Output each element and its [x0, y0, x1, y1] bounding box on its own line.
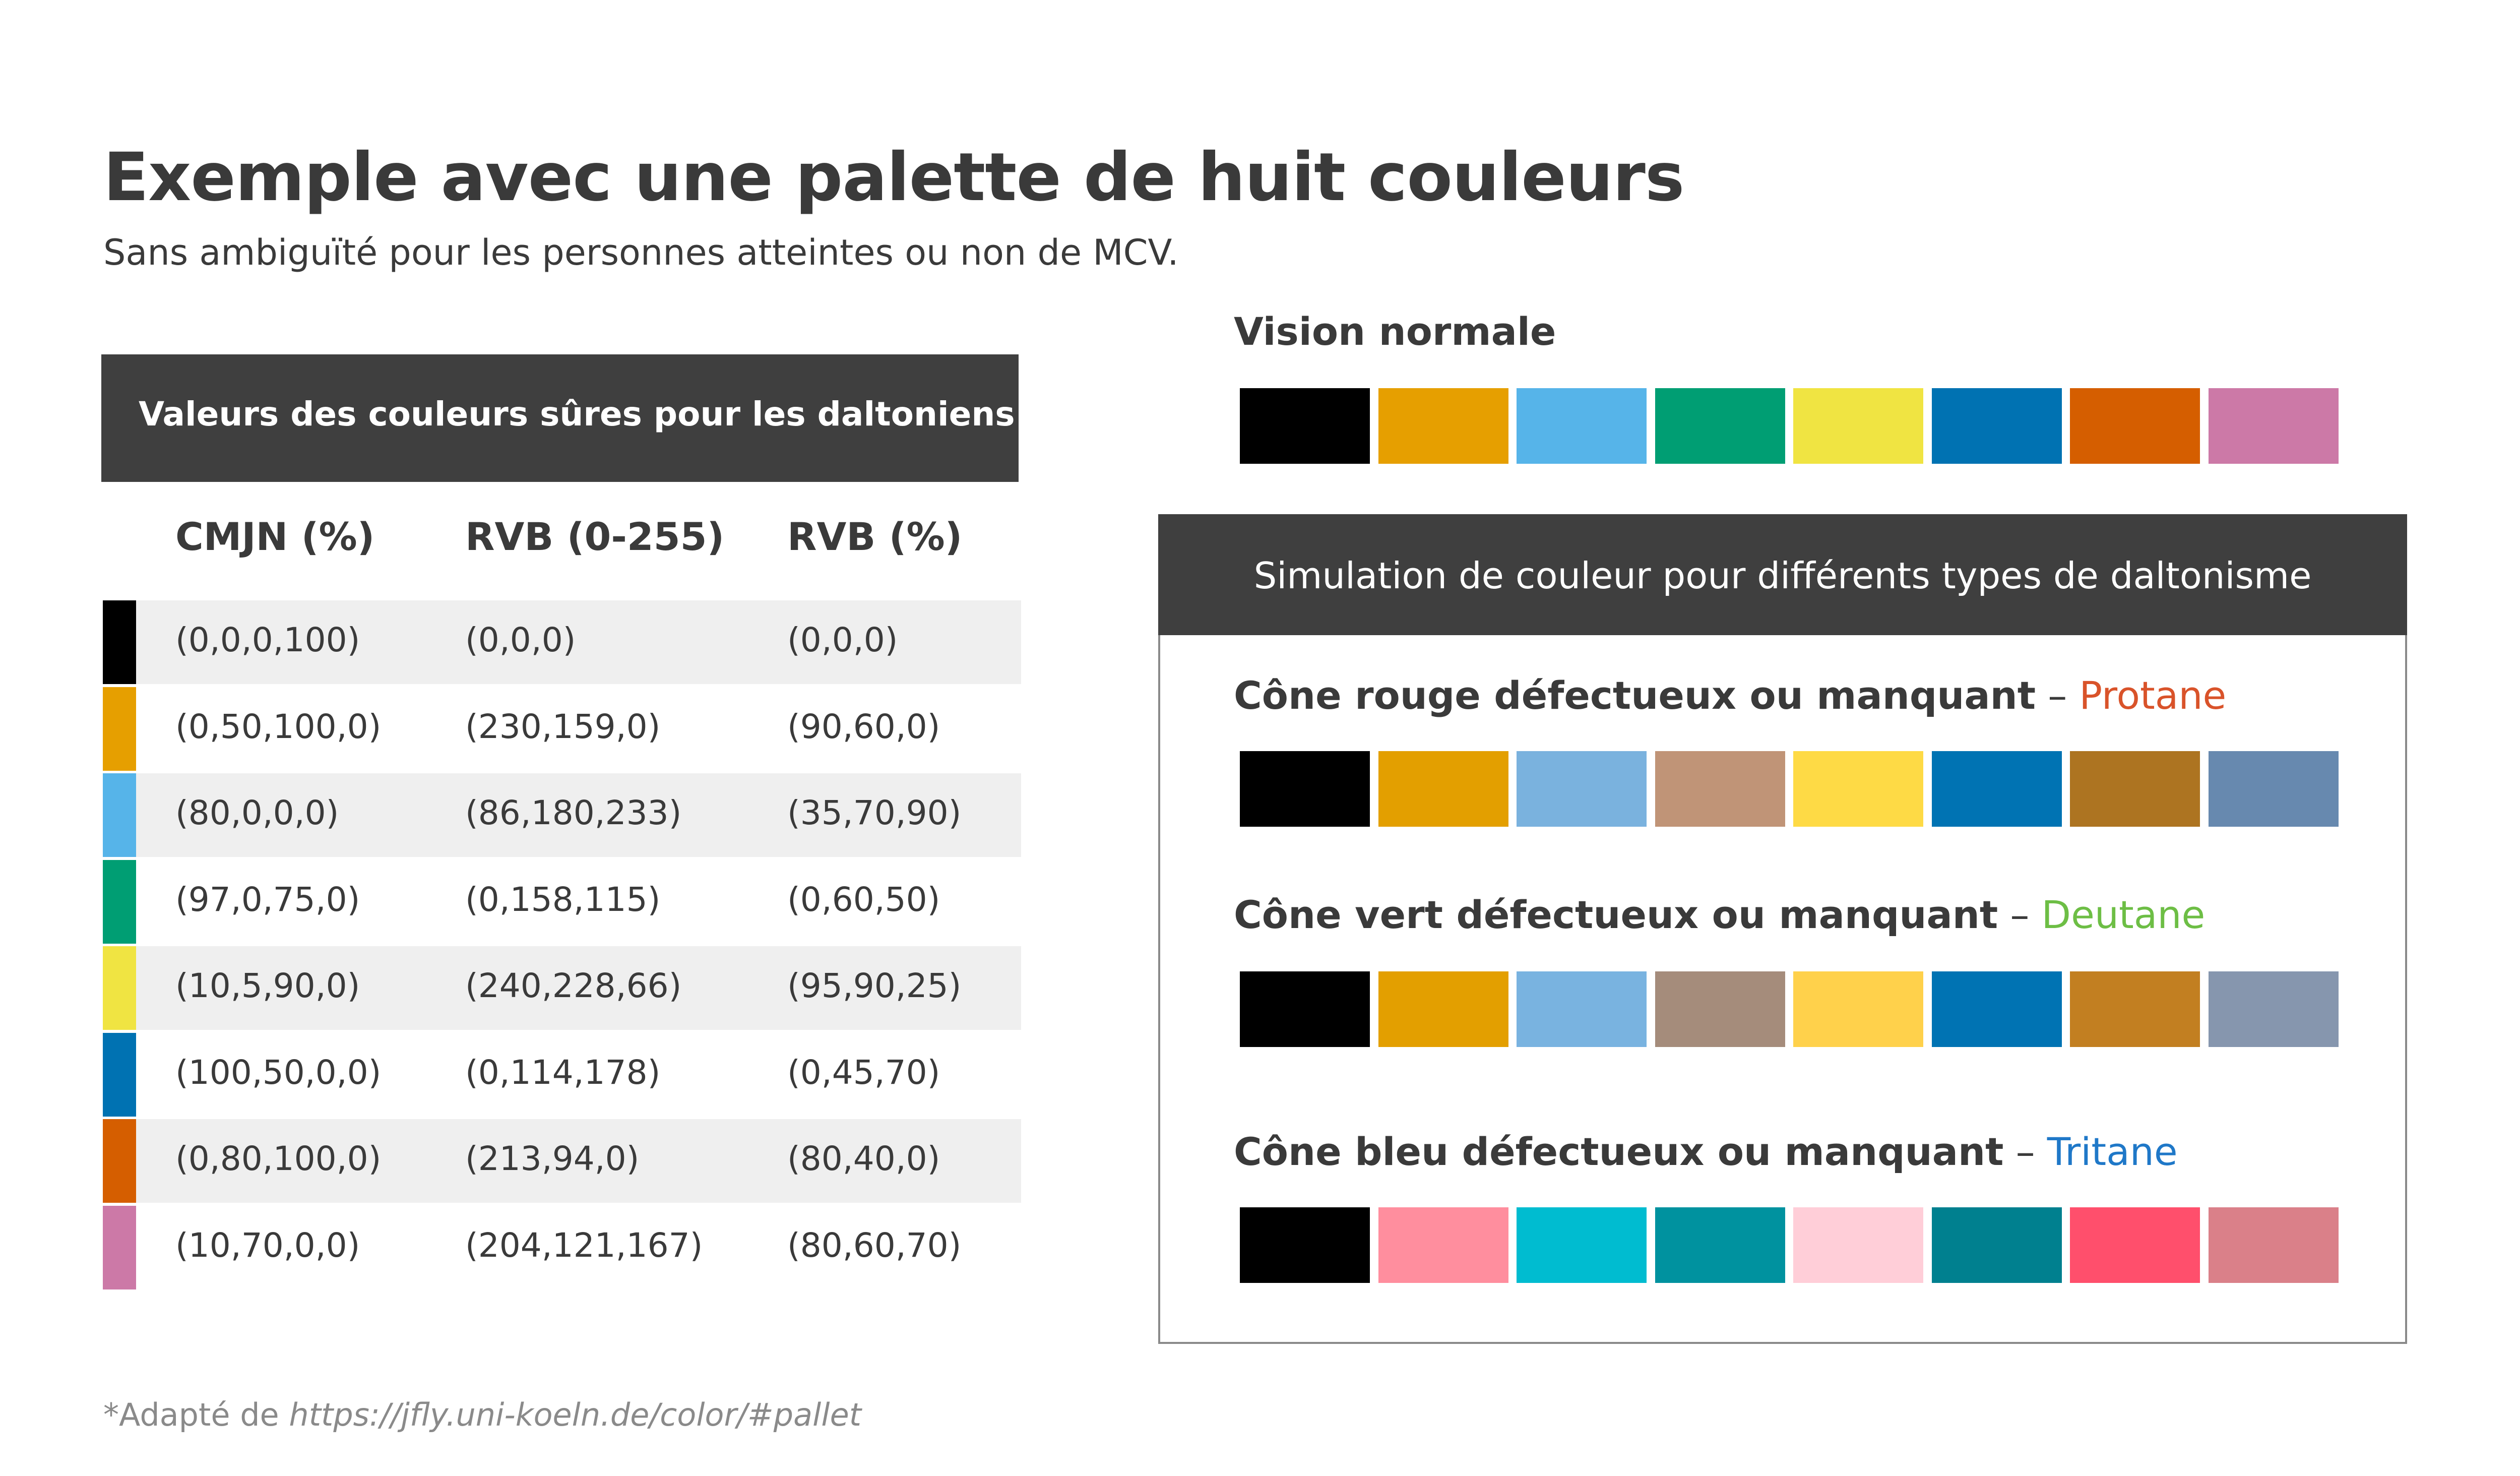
table-header-bar — [101, 354, 1019, 482]
simulation-header-bar — [1158, 514, 2407, 635]
table-cell-rvb255: (86,180,233) — [465, 793, 682, 832]
column-header-rvbpct: RVB (%) — [787, 514, 963, 559]
simulation-deutane-swatch — [1517, 971, 1647, 1047]
simulation-type-description: Cône vert défectueux ou manquant — [1234, 892, 1998, 937]
column-header-rvb255: RVB (0-255) — [465, 514, 725, 559]
table-cell-rvbpct: (0,45,70) — [787, 1053, 940, 1092]
table-cell-rvb255: (240,228,66) — [465, 966, 682, 1005]
simulation-protane-swatch — [2209, 751, 2339, 827]
simulation-protane-swatch — [2070, 751, 2200, 827]
simulation-tritane-swatch — [1655, 1207, 1785, 1283]
table-cell-cmjn: (10,5,90,0) — [175, 966, 360, 1005]
simulation-protane-swatch — [1793, 751, 1923, 827]
table-cell-rvbpct: (90,60,0) — [787, 707, 940, 746]
simulation-type-name: Tritane — [2047, 1129, 2178, 1174]
vision-normale-swatch — [1517, 388, 1647, 464]
vision-normale-swatch — [2209, 388, 2339, 464]
simulation-protane-swatch — [1655, 751, 1785, 827]
simulation-type-dash: – — [1998, 892, 2042, 937]
simulation-deutane-swatch — [2209, 971, 2339, 1047]
simulation-deutane-swatch — [1793, 971, 1923, 1047]
table-cell-cmjn: (80,0,0,0) — [175, 793, 339, 832]
vision-normale-swatch — [1793, 388, 1923, 464]
table-cell-rvb255: (213,94,0) — [465, 1139, 640, 1178]
simulation-type-label: Cône vert défectueux ou manquant – Deuta… — [1234, 892, 2205, 937]
simulation-tritane-swatch — [1378, 1207, 1508, 1283]
simulation-tritane-swatch — [2209, 1207, 2339, 1283]
simulation-type-description: Cône rouge défectueux ou manquant — [1234, 673, 2036, 718]
simulation-deutane-swatch — [1378, 971, 1508, 1047]
simulation-tritane-swatch — [1793, 1207, 1923, 1283]
simulation-tritane-swatch — [1932, 1207, 2062, 1283]
simulation-deutane-swatch — [1240, 971, 1370, 1047]
table-row-color-swatch — [103, 1119, 136, 1203]
simulation-type-name: Deutane — [2041, 892, 2206, 937]
table-cell-rvbpct: (80,60,70) — [787, 1226, 962, 1265]
footnote: *Adapté de https://jfly.uni-koeln.de/col… — [103, 1396, 861, 1433]
footnote-prefix: *Adapté de — [103, 1396, 289, 1433]
table-row-background — [136, 600, 1021, 684]
table-row-background — [136, 773, 1021, 857]
table-cell-cmjn: (97,0,75,0) — [175, 880, 360, 919]
table-cell-cmjn: (0,80,100,0) — [175, 1139, 382, 1178]
table-row-background — [136, 946, 1021, 1030]
table-row-color-swatch — [103, 773, 136, 857]
table-row-color-swatch — [103, 687, 136, 771]
table-cell-rvb255: (0,0,0) — [465, 621, 576, 659]
simulation-protane-swatch — [1932, 751, 2062, 827]
simulation-type-dash: – — [2003, 1129, 2047, 1174]
table-cell-rvbpct: (0,0,0) — [787, 621, 898, 659]
simulation-type-label: Cône bleu défectueux ou manquant – Trita… — [1234, 1129, 2178, 1174]
vision-normale-swatch — [1932, 388, 2062, 464]
simulation-type-description: Cône bleu défectueux ou manquant — [1234, 1129, 2004, 1174]
vision-normale-swatch — [1378, 388, 1508, 464]
page-title: Exemple avec une palette de huit couleur… — [103, 139, 1684, 216]
simulation-type-label: Cône rouge défectueux ou manquant – Prot… — [1234, 673, 2226, 718]
simulation-type-dash: – — [2036, 673, 2080, 718]
simulation-type-name: Protane — [2079, 673, 2227, 718]
simulation-protane-swatch — [1378, 751, 1508, 827]
vision-normale-label: Vision normale — [1234, 309, 1556, 354]
table-cell-rvbpct: (95,90,25) — [787, 966, 962, 1005]
footnote-url[interactable]: https://jfly.uni-koeln.de/color/#pallet — [289, 1396, 862, 1433]
table-cell-rvb255: (230,159,0) — [465, 707, 661, 746]
table-cell-cmjn: (100,50,0,0) — [175, 1053, 382, 1092]
simulation-header-title: Simulation de couleur pour différents ty… — [1253, 555, 2312, 597]
simulation-deutane-swatch — [1932, 971, 2062, 1047]
simulation-deutane-swatch — [2070, 971, 2200, 1047]
vision-normale-swatch — [2070, 388, 2200, 464]
table-cell-rvbpct: (35,70,90) — [787, 793, 962, 832]
simulation-tritane-swatch — [1517, 1207, 1647, 1283]
simulation-deutane-swatch — [1655, 971, 1785, 1047]
table-row-color-swatch — [103, 600, 136, 684]
vision-normale-swatch — [1655, 388, 1785, 464]
simulation-protane-swatch — [1517, 751, 1647, 827]
table-row-color-swatch — [103, 1206, 136, 1289]
vision-normale-swatch — [1240, 388, 1370, 464]
column-header-cmjn: CMJN (%) — [175, 514, 375, 559]
simulation-protane-swatch — [1240, 751, 1370, 827]
table-row-background — [136, 1119, 1021, 1203]
table-cell-rvbpct: (0,60,50) — [787, 880, 940, 919]
page-subtitle: Sans ambiguïté pour les personnes attein… — [103, 232, 1179, 273]
simulation-tritane-swatch — [2070, 1207, 2200, 1283]
table-cell-cmjn: (10,70,0,0) — [175, 1226, 360, 1265]
table-cell-rvb255: (0,158,115) — [465, 880, 661, 919]
table-row-color-swatch — [103, 1033, 136, 1117]
table-cell-cmjn: (0,50,100,0) — [175, 707, 382, 746]
table-cell-rvb255: (0,114,178) — [465, 1053, 661, 1092]
table-row-color-swatch — [103, 860, 136, 944]
table-cell-rvb255: (204,121,167) — [465, 1226, 703, 1265]
table-header-title: Valeurs des couleurs sûres pour les dalt… — [139, 395, 1015, 434]
table-cell-cmjn: (0,0,0,100) — [175, 621, 360, 659]
table-cell-rvbpct: (80,40,0) — [787, 1139, 940, 1178]
simulation-tritane-swatch — [1240, 1207, 1370, 1283]
table-row-color-swatch — [103, 946, 136, 1030]
simulation-panel — [1158, 514, 2407, 1344]
